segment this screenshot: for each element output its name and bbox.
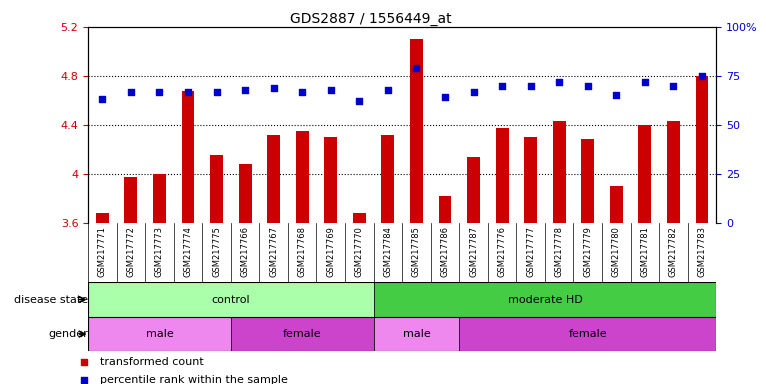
Bar — [210, 156, 223, 223]
Bar — [324, 137, 337, 223]
Point — [553, 79, 565, 85]
Bar — [696, 76, 709, 223]
Text: GSM217772: GSM217772 — [126, 226, 136, 276]
Bar — [353, 213, 365, 223]
Text: GSM217766: GSM217766 — [241, 226, 250, 277]
Point — [496, 83, 508, 89]
Text: GSM217774: GSM217774 — [184, 226, 192, 276]
Bar — [381, 134, 394, 223]
Bar — [460, 317, 716, 351]
Text: GSM217773: GSM217773 — [155, 226, 164, 277]
Bar — [88, 282, 374, 317]
Text: male: male — [146, 329, 173, 339]
Text: disease state: disease state — [14, 295, 88, 305]
Point — [381, 86, 394, 93]
Point — [353, 98, 365, 104]
Text: GSM217770: GSM217770 — [355, 226, 364, 276]
Text: gender: gender — [48, 329, 88, 339]
Text: GSM217775: GSM217775 — [212, 226, 221, 276]
Point — [296, 88, 309, 94]
Text: GSM217767: GSM217767 — [269, 226, 278, 277]
Text: GSM217776: GSM217776 — [498, 226, 506, 277]
Text: GSM217782: GSM217782 — [669, 226, 678, 276]
Point — [182, 88, 194, 94]
Point — [667, 83, 679, 89]
Text: GSM217768: GSM217768 — [298, 226, 306, 277]
Text: male: male — [403, 329, 430, 339]
Bar — [581, 139, 594, 223]
Point — [611, 92, 623, 98]
Point — [439, 94, 451, 101]
Bar — [467, 157, 480, 223]
Bar — [524, 137, 537, 223]
Point — [696, 73, 708, 79]
Bar — [125, 177, 137, 223]
Point — [239, 86, 251, 93]
Point — [467, 88, 480, 94]
Point — [525, 83, 537, 89]
Text: moderate HD: moderate HD — [508, 295, 582, 305]
Bar — [553, 121, 565, 223]
Text: GSM217778: GSM217778 — [555, 226, 564, 277]
Bar — [153, 174, 166, 223]
Bar — [88, 317, 231, 351]
Text: GSM217786: GSM217786 — [440, 226, 450, 277]
Point — [411, 65, 423, 71]
Point — [153, 88, 165, 94]
Bar — [496, 129, 509, 223]
Bar — [638, 125, 651, 223]
Point — [125, 88, 137, 94]
Text: GSM217781: GSM217781 — [640, 226, 650, 276]
Point — [325, 86, 337, 93]
Point — [211, 88, 223, 94]
Text: GSM217787: GSM217787 — [469, 226, 478, 277]
Text: GSM217785: GSM217785 — [412, 226, 421, 276]
Text: GSM217783: GSM217783 — [697, 226, 706, 277]
Point — [97, 96, 109, 103]
Bar — [667, 121, 679, 223]
Point — [267, 84, 280, 91]
Text: GSM217777: GSM217777 — [526, 226, 535, 277]
Text: GSM217784: GSM217784 — [383, 226, 392, 276]
Text: control: control — [211, 295, 250, 305]
Bar — [267, 134, 280, 223]
Bar — [239, 164, 251, 223]
Text: GSM217779: GSM217779 — [583, 226, 592, 276]
Text: GSM217780: GSM217780 — [612, 226, 620, 276]
Text: percentile rank within the sample: percentile rank within the sample — [100, 375, 287, 384]
Text: GSM217769: GSM217769 — [326, 226, 336, 276]
Bar — [182, 91, 195, 223]
Text: GSM217771: GSM217771 — [98, 226, 107, 276]
Bar — [410, 39, 423, 223]
Text: transformed count: transformed count — [100, 358, 203, 367]
Bar — [439, 196, 451, 223]
Bar — [374, 317, 460, 351]
Point — [581, 83, 594, 89]
Text: female: female — [568, 329, 607, 339]
Title: GDS2887 / 1556449_at: GDS2887 / 1556449_at — [290, 12, 451, 26]
Point — [639, 79, 651, 85]
Text: female: female — [283, 329, 322, 339]
Bar — [610, 186, 623, 223]
Bar — [296, 131, 309, 223]
Bar — [96, 213, 109, 223]
Bar — [374, 282, 716, 317]
Bar — [231, 317, 374, 351]
